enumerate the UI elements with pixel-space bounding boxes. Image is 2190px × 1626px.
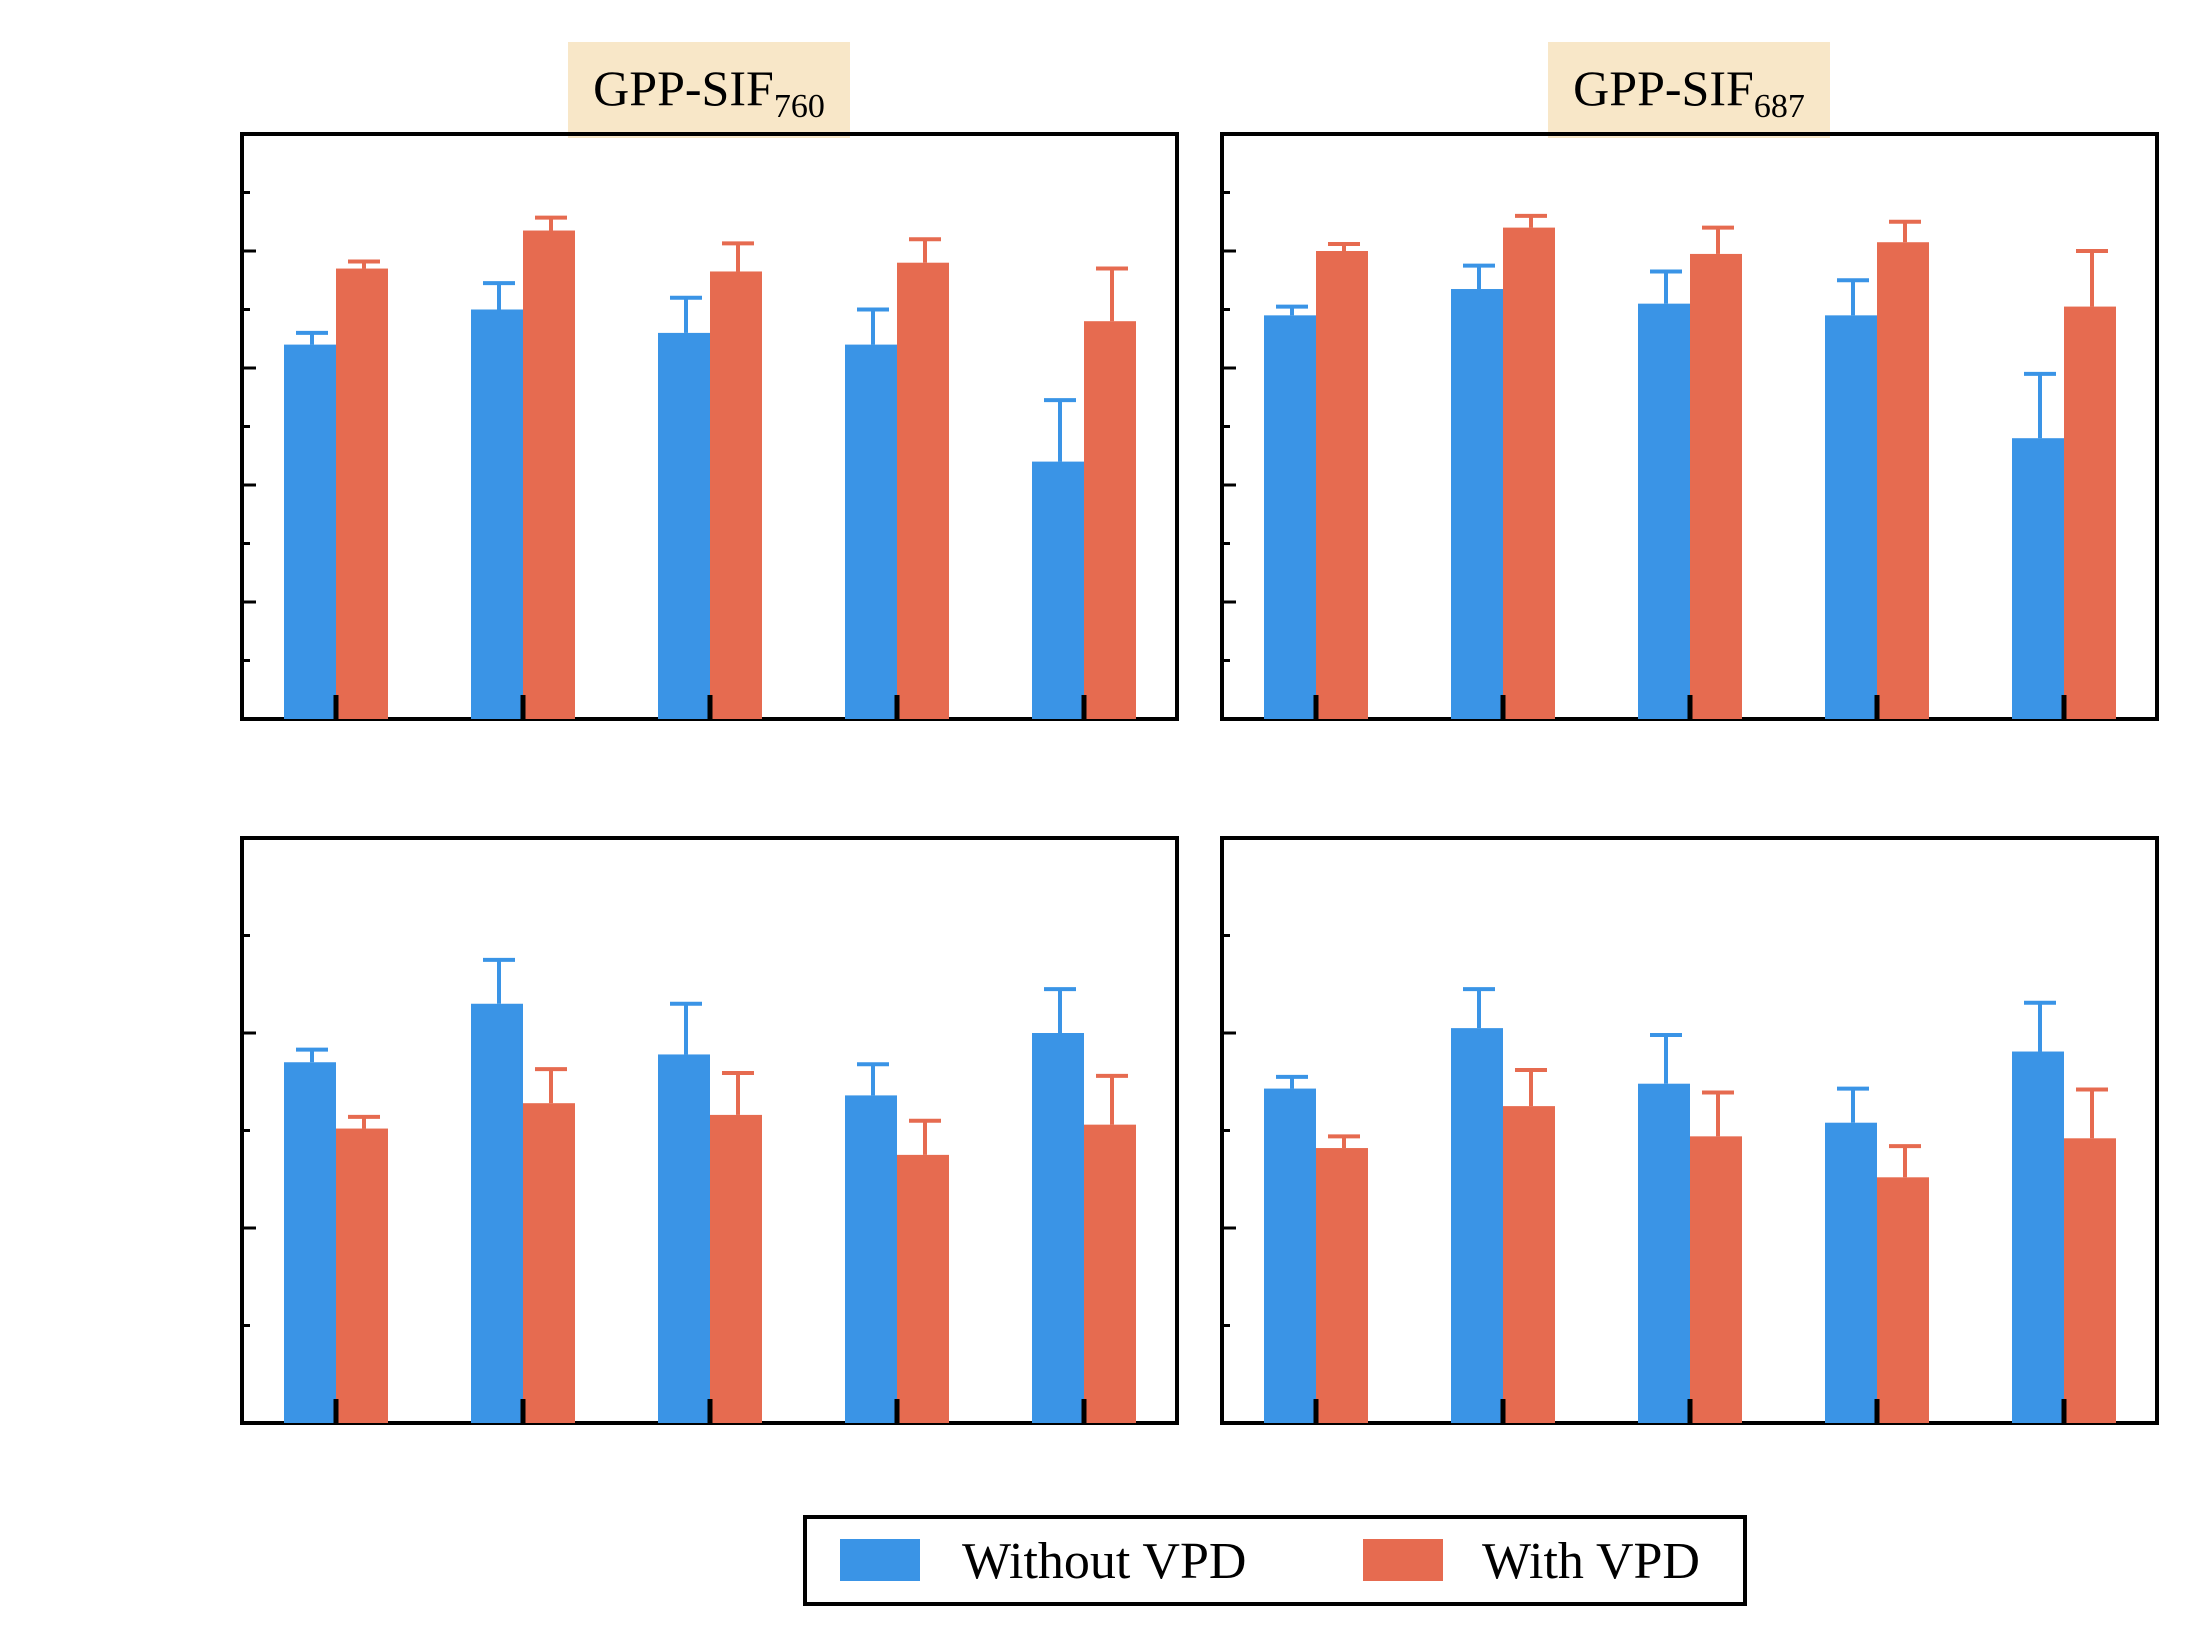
bar-without-vpd <box>2012 1051 2064 1423</box>
bar-without-vpd <box>845 1095 897 1423</box>
bar-without-vpd <box>1264 315 1316 719</box>
bar-with-vpd <box>1316 251 1368 719</box>
bar-with-vpd <box>1503 1106 1555 1423</box>
bar-without-vpd <box>1264 1088 1316 1423</box>
bar-without-vpd <box>845 344 897 719</box>
panel-c <box>240 836 1179 1425</box>
bar-without-vpd <box>658 332 710 719</box>
bar-without-vpd <box>284 344 336 719</box>
bar-with-vpd <box>1316 1148 1368 1423</box>
bar-with-vpd <box>1084 1124 1136 1423</box>
panel-a <box>240 132 1179 721</box>
bar-without-vpd <box>471 309 523 719</box>
legend-label-without-vpd: Without VPD <box>962 1533 1246 1590</box>
bar-with-vpd <box>523 230 575 719</box>
bar-with-vpd <box>1503 227 1555 719</box>
bar-with-vpd <box>1690 1136 1742 1423</box>
bar-without-vpd <box>2012 438 2064 719</box>
legend-swatch-with-vpd <box>1363 1539 1443 1581</box>
bar-without-vpd <box>1451 289 1503 719</box>
column-title-right-box <box>1548 42 1830 138</box>
bar-with-vpd <box>710 271 762 719</box>
column-title-left-sub: 760 <box>774 88 825 125</box>
column-title-right: GPP-SIF687 <box>1548 42 1830 138</box>
bar-without-vpd <box>471 1003 523 1423</box>
column-title-left-main: GPP-SIF <box>593 60 774 116</box>
panel-d <box>1220 836 2159 1425</box>
column-title-left: GPP-SIF760 <box>568 42 850 138</box>
bar-without-vpd <box>1825 315 1877 719</box>
bar-without-vpd <box>1032 1033 1084 1423</box>
bar-with-vpd <box>2064 1138 2116 1423</box>
legend-label-with-vpd: With VPD <box>1482 1533 1700 1590</box>
legend-frame <box>803 1515 1747 1606</box>
bar-with-vpd <box>1877 242 1929 719</box>
bar-without-vpd <box>1638 303 1690 719</box>
bar-without-vpd <box>1451 1028 1503 1423</box>
panel-b <box>1220 132 2159 721</box>
bar-with-vpd <box>336 268 388 719</box>
column-title-right-text: GPP-SIF687 <box>1573 60 1805 125</box>
bar-with-vpd <box>523 1103 575 1423</box>
bar-without-vpd <box>1638 1083 1690 1423</box>
legend-swatch-without-vpd <box>840 1539 920 1581</box>
column-title-right-main: GPP-SIF <box>1573 60 1754 116</box>
bar-without-vpd <box>658 1054 710 1423</box>
bar-with-vpd <box>1084 321 1136 719</box>
bar-without-vpd <box>1825 1122 1877 1423</box>
bar-with-vpd <box>1690 253 1742 720</box>
bar-with-vpd <box>1877 1177 1929 1423</box>
bar-with-vpd <box>336 1128 388 1423</box>
bar-with-vpd <box>710 1114 762 1423</box>
bar-with-vpd <box>2064 306 2116 719</box>
column-title-right-sub: 687 <box>1754 88 1805 125</box>
bar-with-vpd <box>897 1154 949 1423</box>
bar-without-vpd <box>1032 461 1084 719</box>
column-title-left-text: GPP-SIF760 <box>593 60 825 125</box>
column-title-left-box <box>568 42 850 138</box>
bar-with-vpd <box>897 262 949 719</box>
legend: Without VPD With VPD <box>803 1515 1747 1606</box>
bar-without-vpd <box>284 1062 336 1423</box>
